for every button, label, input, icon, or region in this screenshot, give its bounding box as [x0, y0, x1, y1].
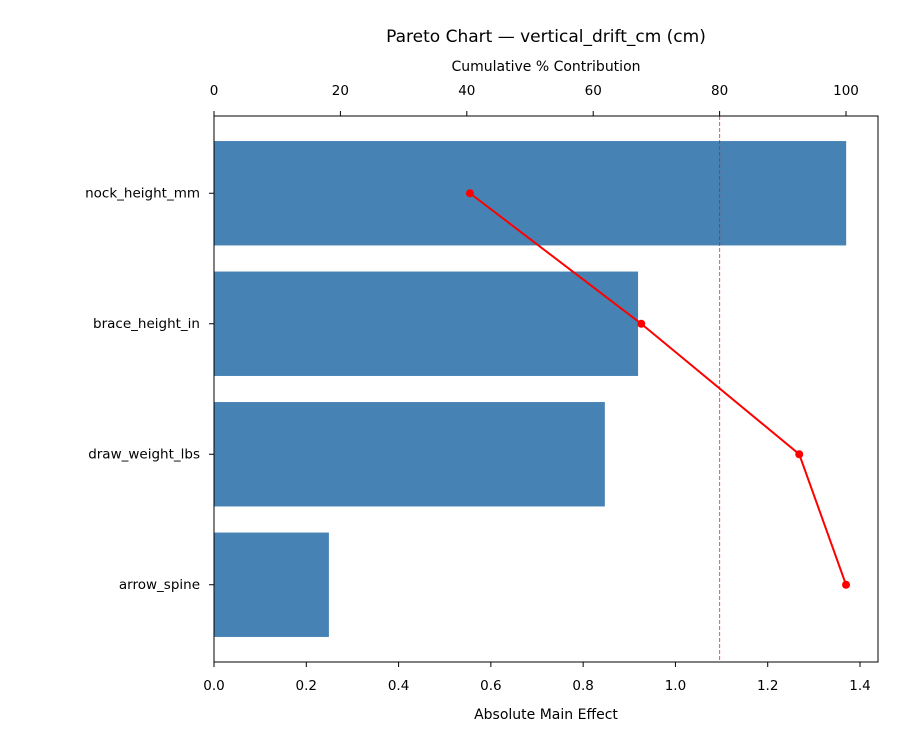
x-axis-label: Absolute Main Effect [474, 707, 618, 723]
top-tick-label: 0 [210, 83, 219, 99]
bar [214, 271, 639, 376]
bar [214, 402, 605, 507]
plot-frame [213, 115, 879, 663]
x-tick-label: 1.4 [849, 678, 870, 694]
cumulative-point [465, 189, 474, 198]
cumulative-point [637, 319, 646, 328]
bar [214, 532, 329, 637]
y-tick-label: brace_height_in [93, 316, 200, 332]
x-tick-label: 1.2 [757, 678, 778, 694]
top-tick-label: 80 [711, 83, 728, 99]
top-tick-label: 100 [833, 83, 859, 99]
y-tick-label: arrow_spine [119, 577, 200, 593]
cumulative-line [469, 192, 847, 586]
x-tick-label: 1.0 [665, 678, 686, 694]
chart-title: Pareto Chart — vertical_drift_cm (cm) [386, 27, 706, 47]
y-tick-label: nock_height_mm [85, 185, 200, 201]
cumulative-point [795, 450, 804, 459]
x-tick-label: 0.4 [388, 678, 409, 694]
top-tick-label: 40 [458, 83, 475, 99]
x-tick-label: 0.0 [203, 678, 224, 694]
top-tick-label: 60 [585, 83, 602, 99]
top-tick-label: 20 [332, 83, 349, 99]
x-tick-label: 0.6 [480, 678, 501, 694]
x-tick-label: 0.2 [296, 678, 317, 694]
y-tick-label: draw_weight_lbs [88, 446, 200, 462]
cumulative-point [842, 580, 851, 589]
bar [214, 141, 847, 246]
x-tick-label: 0.8 [572, 678, 593, 694]
top-axis-label: Cumulative % Contribution [451, 59, 640, 75]
